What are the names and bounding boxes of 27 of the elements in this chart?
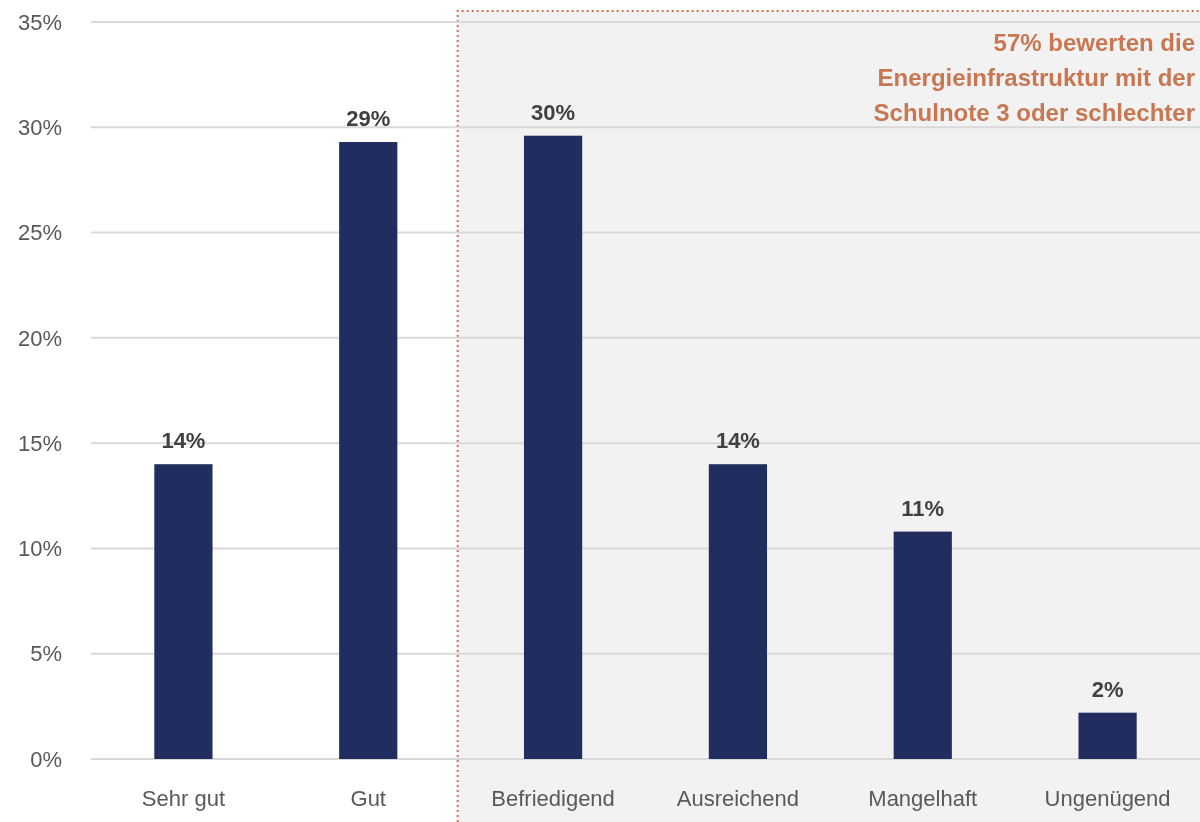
x-tick-label: Mangelhaft — [868, 786, 978, 811]
y-tick-label: 0% — [30, 746, 62, 772]
x-tick-label: Sehr gut — [141, 786, 225, 811]
bar — [154, 464, 213, 759]
data-label: 14% — [161, 428, 206, 454]
y-tick-label: 5% — [30, 641, 62, 667]
bar — [523, 135, 583, 759]
band-label: 57% bewerten die Energieinfrastruktur mit der Schulnote 3 oder schlechter — [873, 29, 1195, 126]
bar — [708, 464, 768, 759]
y-tick-label: 10% — [17, 536, 62, 562]
data-label: 29% — [346, 106, 391, 132]
bar — [339, 142, 398, 759]
y-tick-label: 25% — [17, 220, 62, 246]
data-label: 2% — [1091, 676, 1124, 702]
data-label: 11% — [901, 495, 945, 521]
y-tick-label: 20% — [17, 325, 62, 351]
x-tick-label: Ungenügend — [1044, 786, 1171, 811]
bar — [1078, 712, 1137, 759]
y-tick-label: 15% — [17, 430, 62, 456]
bar — [893, 531, 952, 759]
data-label: 30% — [531, 99, 576, 125]
x-tick-label: Befriedigend — [491, 786, 615, 811]
y-tick-label: 30% — [17, 114, 62, 140]
y-tick-label: 35% — [17, 9, 62, 35]
data-label: 14% — [715, 428, 760, 454]
x-tick-label: Gut — [350, 786, 386, 811]
x-tick-label: Ausreichend — [676, 786, 800, 811]
